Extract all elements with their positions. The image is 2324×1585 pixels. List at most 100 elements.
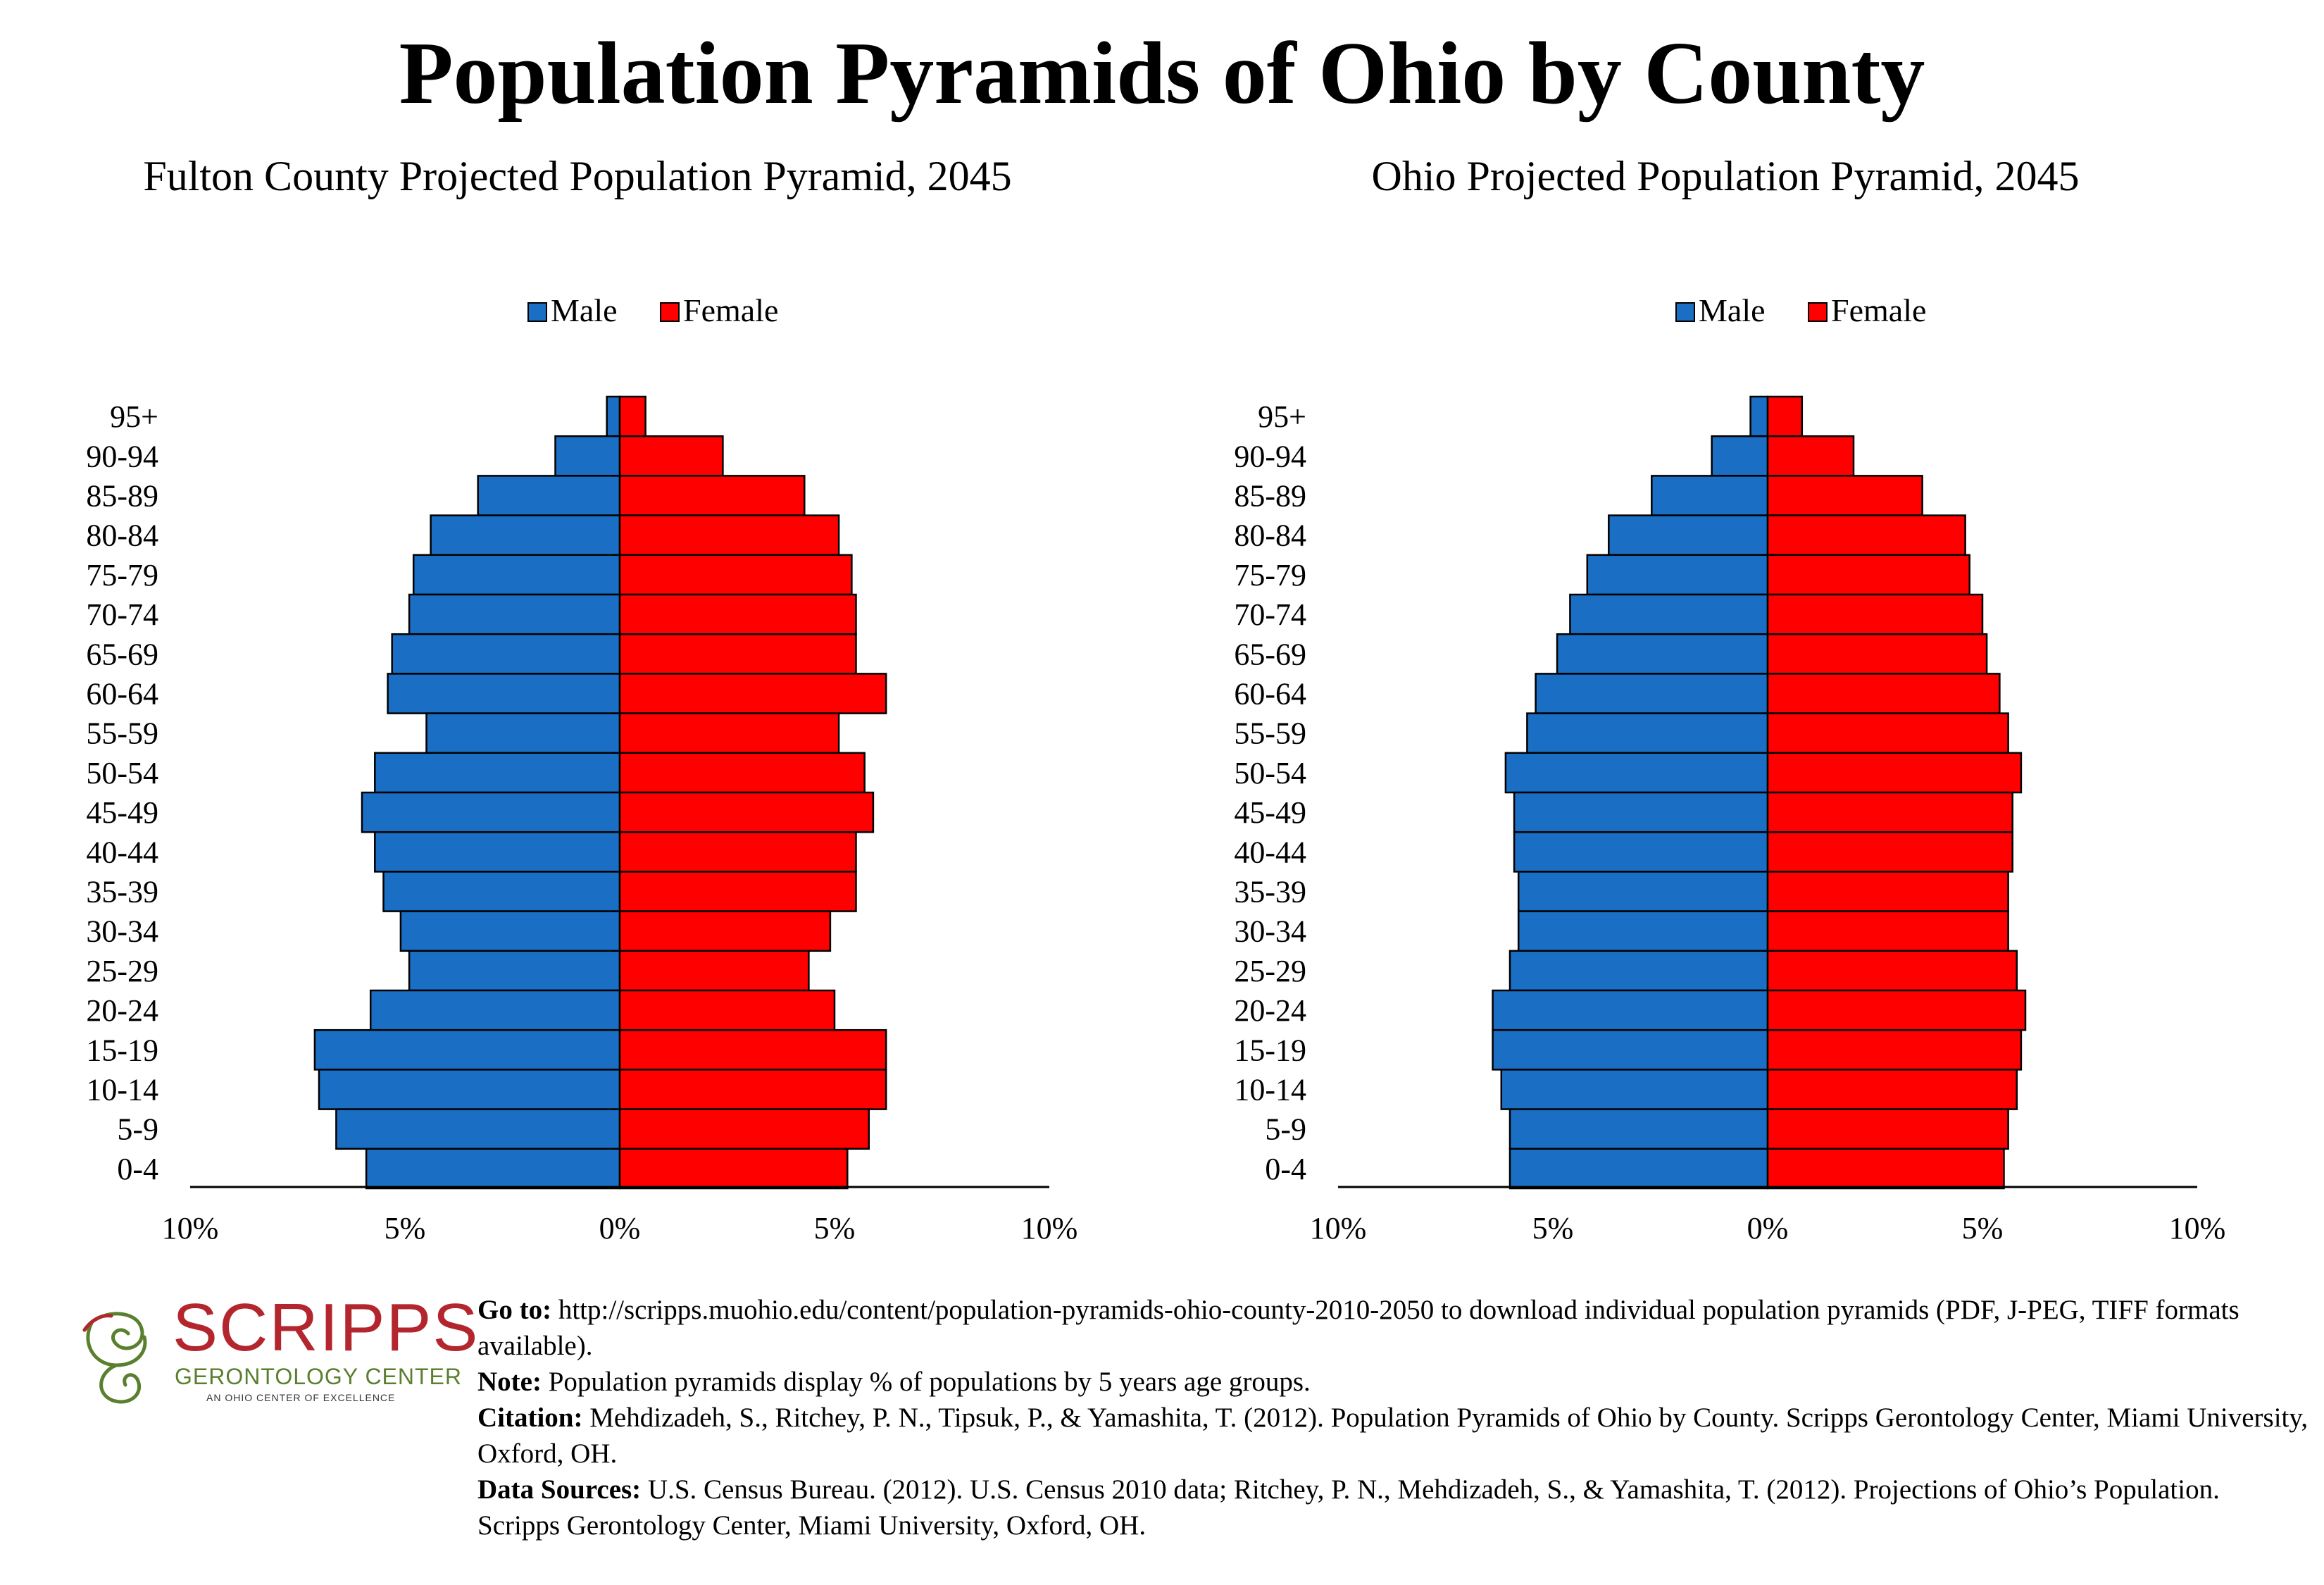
chart-title: Ohio Projected Population Pyramid, 2045 xyxy=(1371,153,2080,199)
legend-male-label: Male xyxy=(1699,292,1766,328)
note-label: Note: xyxy=(477,1367,542,1397)
citation-note: Citation: Mehdizadeh, S., Ritchey, P. N.… xyxy=(477,1400,2309,1472)
fulton-pyramid-plot: Male Female 95+ 90-94 85-89 80-84 75-79 70-74 65… xyxy=(86,292,1078,1245)
bar-male-10-14 xyxy=(1500,1069,1769,1110)
bar-female-5-9 xyxy=(618,1108,870,1150)
age-label-25-29: 25-29 xyxy=(1234,954,1306,988)
age-label-15-19: 15-19 xyxy=(86,1033,158,1067)
age-label-60-64: 60-64 xyxy=(1234,677,1306,711)
age-label-40-44: 40-44 xyxy=(86,835,158,869)
bar-male-5-9 xyxy=(335,1108,621,1150)
bar-female-5-9 xyxy=(1766,1108,2009,1150)
bar-female-60-64 xyxy=(618,673,887,714)
bar-female-15-19 xyxy=(618,1028,887,1071)
bar-female-25-29 xyxy=(1766,950,2018,992)
bar-male-80-84 xyxy=(1608,514,1769,557)
bar-female-0-4 xyxy=(1766,1148,2005,1190)
age-label-35-39: 35-39 xyxy=(86,875,158,909)
bar-male-75-79 xyxy=(412,554,621,596)
age-label-10-14: 10-14 xyxy=(86,1073,158,1107)
bar-male-0-4 xyxy=(1508,1148,1769,1190)
x-tick-label: 5% xyxy=(1962,1211,2004,1245)
age-label-60-64: 60-64 xyxy=(86,677,158,711)
age-label-90-94: 90-94 xyxy=(1234,439,1306,473)
bar-male-25-29 xyxy=(408,950,621,992)
bar-female-50-54 xyxy=(618,752,866,794)
ohio-pyramid-plot: Male Female 95+ 90-94 85-89 80-84 75-79 70-74 65… xyxy=(1234,292,2226,1245)
age-label-95+: 95+ xyxy=(110,399,158,434)
age-label-65-69: 65-69 xyxy=(1234,637,1306,671)
bar-male-40-44 xyxy=(1513,831,1769,873)
age-label-30-34: 30-34 xyxy=(1234,914,1306,949)
age-label-30-34: 30-34 xyxy=(86,914,158,949)
age-label-20-24: 20-24 xyxy=(86,993,158,1028)
age-label-85-89: 85-89 xyxy=(1234,479,1306,514)
ohio-pyramid-chart: Ohio Projected Population Pyramid, 2045 … xyxy=(1162,148,2289,1275)
legend-female-swatch xyxy=(1808,302,1828,322)
x-tick-label: 0% xyxy=(1747,1211,1789,1245)
logo-tagline: AN OHIO CENTER OF EXCELLENCE xyxy=(206,1392,396,1403)
bar-female-75-79 xyxy=(618,554,853,596)
bar-male-55-59 xyxy=(1526,712,1769,754)
age-label-15-19: 15-19 xyxy=(1234,1033,1306,1067)
x-tick-label: 0% xyxy=(599,1211,641,1245)
bar-male-0-4 xyxy=(365,1148,621,1190)
bar-male-20-24 xyxy=(1492,989,1769,1031)
bar-female-60-64 xyxy=(1766,673,2001,714)
bar-male-95+ xyxy=(606,395,621,437)
footer: SCRIPPS GERONTOLOGY CENTER AN OHIO CENTE… xyxy=(0,1289,2324,1571)
bar-male-80-84 xyxy=(430,514,621,557)
x-tick-label: 10% xyxy=(162,1211,219,1245)
legend-female-label: Female xyxy=(1831,292,1926,328)
sources-text: U.S. Census Bureau. (2012). U.S. Census … xyxy=(477,1474,2220,1541)
x-tick-label: 10% xyxy=(2169,1211,2226,1245)
bar-male-40-44 xyxy=(374,831,621,873)
bar-female-10-14 xyxy=(1766,1069,2018,1110)
age-label-45-49: 45-49 xyxy=(1234,795,1306,830)
bar-female-50-54 xyxy=(1766,752,2023,794)
bar-male-35-39 xyxy=(1517,871,1769,912)
bar-male-45-49 xyxy=(1513,791,1769,833)
logo-name: SCRIPPS xyxy=(173,1290,480,1365)
citation-text: Mehdizadeh, S., Ritchey, P. N., Tipsuk, … xyxy=(477,1403,2309,1469)
age-label-10-14: 10-14 xyxy=(1234,1073,1306,1107)
age-label-80-84: 80-84 xyxy=(1234,518,1306,553)
x-tick-label: 10% xyxy=(1310,1211,1367,1245)
bar-male-90-94 xyxy=(554,435,621,477)
bar-male-60-64 xyxy=(387,673,621,714)
bar-male-50-54 xyxy=(374,752,621,794)
bar-male-60-64 xyxy=(1535,673,1769,714)
page-title: Population Pyramids of Ohio by County xyxy=(399,25,1925,123)
x-tick-label: 10% xyxy=(1021,1211,1078,1245)
bar-female-55-59 xyxy=(1766,712,2009,754)
bar-male-75-79 xyxy=(1586,554,1769,596)
age-label-90-94: 90-94 xyxy=(86,439,158,473)
age-label-70-74: 70-74 xyxy=(1234,597,1306,632)
age-label-50-54: 50-54 xyxy=(86,756,158,790)
bar-female-95+ xyxy=(618,395,646,437)
bar-male-70-74 xyxy=(408,593,621,635)
bar-female-85-89 xyxy=(1766,475,1923,516)
bar-female-90-94 xyxy=(618,435,724,477)
bar-male-85-89 xyxy=(477,475,621,516)
logo-subtitle: GERONTOLOGY CENTER xyxy=(175,1364,462,1389)
bar-female-35-39 xyxy=(1766,871,2009,912)
sources-note: Data Sources: U.S. Census Bureau. (2012)… xyxy=(477,1472,2309,1543)
bar-male-30-34 xyxy=(399,910,621,952)
sources-label: Data Sources: xyxy=(477,1474,642,1505)
goto-label: Go to: xyxy=(477,1295,552,1325)
fulton-pyramid-chart: Fulton County Projected Population Pyram… xyxy=(14,148,1141,1275)
age-label-20-24: 20-24 xyxy=(1234,993,1306,1028)
legend: Male Female xyxy=(527,292,778,328)
legend-female-label: Female xyxy=(683,292,778,328)
x-tick-label: 5% xyxy=(1532,1211,1574,1245)
bar-female-20-24 xyxy=(1766,989,2027,1031)
spiral-logo-icon xyxy=(82,1312,147,1404)
bar-female-95+ xyxy=(1766,395,1804,437)
age-label-40-44: 40-44 xyxy=(1234,835,1306,869)
age-label-55-59: 55-59 xyxy=(1234,716,1306,751)
bar-female-30-34 xyxy=(618,910,832,952)
bar-female-20-24 xyxy=(618,989,836,1031)
bar-female-70-74 xyxy=(1766,593,1984,635)
age-label-85-89: 85-89 xyxy=(86,479,158,514)
